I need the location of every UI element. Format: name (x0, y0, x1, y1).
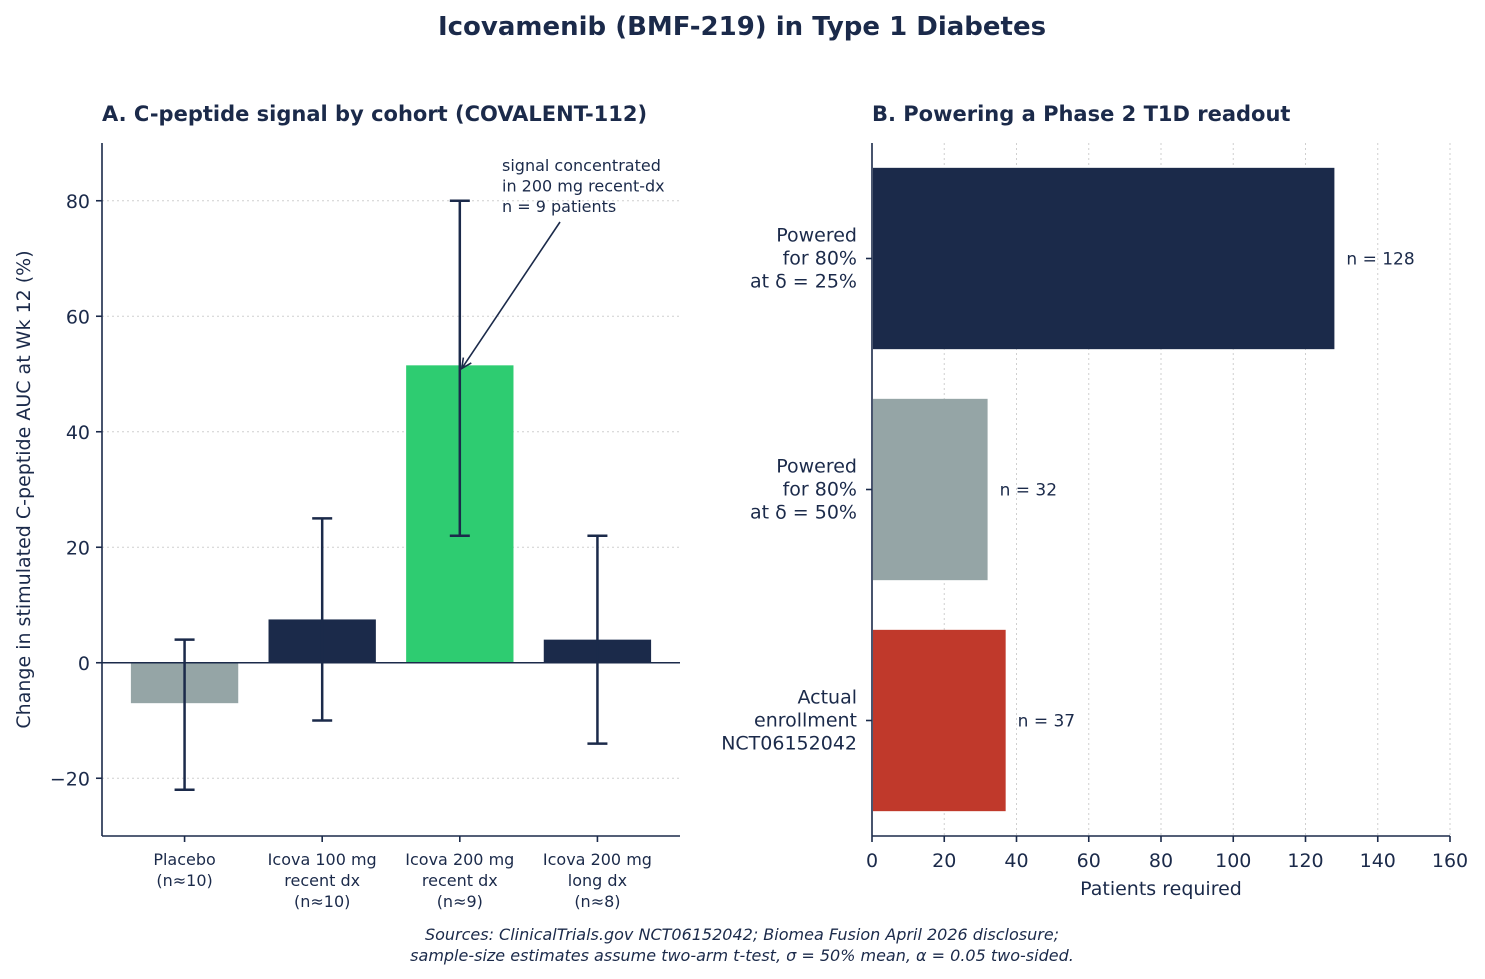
panel-a-xtick-label-line: long dx (568, 871, 627, 890)
panel-b-xtick-label: 120 (1287, 850, 1323, 872)
panel-b-xtick-label: 80 (1149, 850, 1173, 872)
panel-b-ytick-label-line: at δ = 50% (750, 502, 857, 524)
panel-b-xtick-label: 160 (1432, 850, 1468, 872)
panel-a-xtick-label-line: (n≈8) (574, 892, 620, 911)
panel-a-annotation-arrow (461, 221, 561, 369)
panel-a-chart: A. C-peptide signal by cohort (COVALENT-… (13, 102, 680, 911)
panel-a-xtick-label: Placebo (n≈10) (153, 850, 215, 890)
panel-a-xtick-label: Icova 100 mg recent dx (n≈10) (268, 850, 377, 911)
panel-b-bar (873, 629, 1006, 812)
panel-b-value-label: n = 37 (1018, 712, 1075, 732)
panel-a-annotation-arrowhead (460, 357, 472, 370)
panel-a-xtick-label-line: Icova 200 mg (543, 850, 652, 869)
panel-b-ytick-label-line: for 80% (783, 248, 857, 270)
panel-b-value-label: n = 128 (1346, 250, 1414, 270)
panel-b-ytick-label: Actual enrollment NCT06152042 (721, 687, 857, 755)
panel-a-ytick-label: 40 (66, 422, 90, 444)
panel-a-xtick-label-line: (n≈9) (437, 892, 483, 911)
panel-a-ytick-label: −20 (50, 768, 90, 790)
panel-b-ytick-label-line: Actual (797, 687, 857, 709)
panel-a-annotation-line: n = 9 patients (502, 197, 616, 216)
panel-b-ytick-label: Powered for 80% at δ = 50% (750, 456, 857, 524)
panel-a-ytick-label: 0 (78, 653, 90, 675)
panel-b-ytick-label-line: enrollment (754, 710, 857, 732)
panel-a-xtick-label-line: Icova 100 mg (268, 850, 377, 869)
panel-a-annotation-line: signal concentrated (502, 156, 661, 175)
panel-a-xtick-label: Icova 200 mg long dx (n≈8) (543, 850, 652, 911)
sources-line-2: sample-size estimates assume two-arm t-t… (410, 946, 1074, 965)
panel-b-xtick-label: 20 (932, 850, 956, 872)
panel-a-title: A. C-peptide signal by cohort (COVALENT-… (102, 102, 647, 126)
panel-b-chart: B. Powering a Phase 2 T1D readout n = 128… (721, 102, 1468, 900)
panel-b-bar (873, 398, 988, 581)
panel-a-ylabel: Change in stimulated C-peptide AUC at Wk… (13, 250, 35, 728)
panel-b-xtick-label: 60 (1077, 850, 1101, 872)
panel-b-xtick-label: 0 (866, 850, 878, 872)
figure-title: Icovamenib (BMF-219) in Type 1 Diabetes (438, 12, 1046, 42)
panel-b-title: B. Powering a Phase 2 T1D readout (872, 102, 1290, 126)
panel-a-xtick-label-line: (n≈10) (156, 871, 212, 890)
panel-b-xtick-label: 100 (1215, 850, 1251, 872)
panel-a-xtick-label-line: recent dx (422, 871, 498, 890)
panel-a-ytick-label: 80 (66, 191, 90, 213)
panel-a-xtick-label-line: Icova 200 mg (405, 850, 514, 869)
panel-b-xlabel: Patients required (1080, 878, 1242, 900)
panel-b-ytick-label-line: for 80% (783, 479, 857, 501)
panel-b-ytick-label-line: at δ = 25% (750, 271, 857, 293)
panel-a-ytick-label: 60 (66, 306, 90, 328)
panel-b-xtick-label: 140 (1360, 850, 1396, 872)
panel-a-xtick-label-line: (n≈10) (294, 892, 350, 911)
panel-b-ytick-label-line: NCT06152042 (721, 733, 857, 755)
panel-b-ytick-label-line: Powered (776, 456, 857, 478)
panel-b-ytick-label: Powered for 80% at δ = 25% (750, 225, 857, 293)
panel-a-xtick-label-line: Placebo (153, 850, 215, 869)
panel-a-annotation-line: in 200 mg recent-dx (502, 177, 665, 196)
panel-b-bar (873, 167, 1335, 350)
panel-b-value-label: n = 32 (1000, 481, 1057, 501)
panel-a-ytick-label: 20 (66, 537, 90, 559)
panel-a-xtick-label-line: recent dx (284, 871, 360, 890)
panel-b-ytick-label-line: Powered (776, 225, 857, 247)
sources-line-1: Sources: ClinicalTrials.gov NCT06152042;… (425, 925, 1059, 944)
panel-b-xtick-label: 40 (1004, 850, 1028, 872)
panel-a-xtick-label: Icova 200 mg recent dx (n≈9) (405, 850, 514, 911)
panel-a-annotation: signal concentrated in 200 mg recent-dx n … (502, 156, 665, 216)
